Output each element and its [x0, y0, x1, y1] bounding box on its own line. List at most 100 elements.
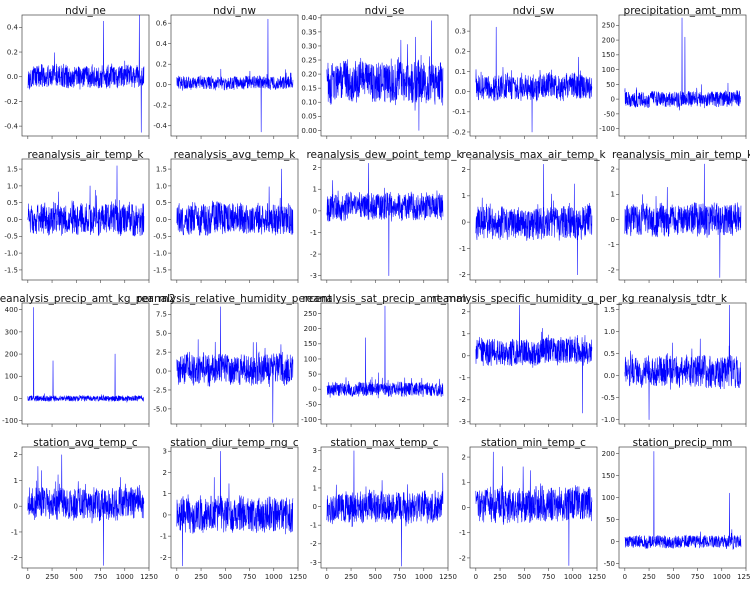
y-tick-label: 0 [14, 503, 18, 511]
y-tick-label: 5.0 [156, 330, 167, 338]
y-tick-label: 0.0 [156, 367, 167, 375]
y-tick-label: 0.2 [455, 48, 466, 56]
x-tick-label: 250 [344, 573, 357, 581]
y-tick-label: -1 [11, 528, 18, 536]
y-tick-label: 150 [304, 340, 317, 348]
y-tick-label: 200 [304, 325, 317, 333]
series-line [624, 163, 742, 278]
y-tick-label: 0 [313, 386, 317, 394]
y-tick-label: 1 [611, 191, 615, 199]
x-tick-label: 750 [94, 573, 107, 581]
y-tick-label: 100 [602, 66, 615, 74]
axes-frame [21, 302, 150, 425]
y-tick-label: -100 [599, 125, 615, 133]
series-line [326, 305, 444, 399]
subplot-title: reanalysis_min_air_temp_k [612, 149, 750, 161]
series-line [326, 450, 444, 567]
subplot-title: precipitation_amt_mm [624, 5, 742, 17]
series-line [176, 306, 294, 423]
x-tick-label: 250 [493, 573, 506, 581]
subplot-title: reanalysis_avg_temp_k [174, 149, 297, 161]
y-tick-label: 0 [462, 219, 466, 227]
y-tick-label: 1 [14, 477, 18, 485]
y-tick-label: 0 [462, 504, 466, 512]
x-tick-label: 0 [474, 573, 478, 581]
y-tick-label: -1.0 [153, 250, 167, 258]
y-tick-label: 0.15 [301, 85, 317, 93]
x-tick-label: 750 [691, 573, 704, 581]
axes-frame [618, 302, 747, 425]
series-line [176, 450, 294, 567]
y-tick-label: 1.5 [156, 165, 167, 173]
y-tick-label: 0.0 [156, 81, 167, 89]
x-tick-label: 1000 [265, 573, 283, 581]
y-tick-label: 0.2 [7, 48, 18, 56]
y-tick-label: -0.4 [4, 123, 18, 131]
y-tick-label: 100 [5, 373, 18, 381]
y-tick-label: -1.5 [4, 266, 18, 274]
subplot-title: reanalysis_air_temp_k [27, 149, 144, 161]
y-tick-label: 0.0 [604, 372, 615, 380]
subplot-title: reanalysis_sat_precip_amt_mm [303, 293, 467, 305]
y-tick-label: 2.5 [156, 349, 167, 357]
x-tick-label: 0 [175, 573, 179, 581]
x-tick-label: 500 [369, 573, 382, 581]
y-tick-label: 0 [14, 395, 18, 403]
x-tick-label: 750 [393, 573, 406, 581]
y-tick-label: 200 [602, 450, 615, 458]
x-tick-label: 250 [45, 573, 58, 581]
y-tick-label: 2 [313, 164, 317, 172]
subplot-title: station_max_temp_c [330, 437, 438, 449]
y-tick-label: -0.2 [452, 128, 466, 136]
y-tick-label: 1.0 [604, 328, 615, 336]
series-line [326, 20, 444, 131]
x-tick-label: 500 [219, 573, 232, 581]
series-line [27, 454, 145, 566]
y-tick-label: -100 [301, 416, 317, 424]
y-tick-label: 200 [5, 350, 18, 358]
axes-frame [618, 14, 747, 137]
y-tick-label: 0.35 [301, 28, 317, 36]
x-tick-label: 0 [26, 573, 30, 581]
y-tick-label: 1 [462, 330, 466, 338]
y-tick-label: 0 [611, 216, 615, 224]
series-line [475, 451, 593, 566]
y-tick-label: 0.00 [301, 127, 317, 135]
series-line [624, 17, 742, 111]
y-tick-label: 1.5 [7, 165, 18, 173]
x-tick-label: 1000 [415, 573, 433, 581]
y-tick-label: 3 [163, 448, 167, 456]
axes-frame [170, 446, 299, 569]
y-tick-label: -2 [11, 554, 18, 562]
y-tick-label: -2 [459, 396, 466, 404]
y-tick-label: -1 [310, 522, 317, 530]
subplot-title: ndvi_se [365, 5, 405, 17]
subplot-title: ndvi_sw [513, 5, 555, 17]
subplot-title: station_precip_mm [633, 437, 733, 449]
y-tick-label: 1 [462, 192, 466, 200]
y-tick-label: -3 [310, 272, 317, 280]
y-tick-label: 0.2 [156, 61, 167, 69]
y-tick-label: 1.0 [156, 182, 167, 190]
axes-frame [469, 14, 598, 137]
series-line [624, 304, 742, 420]
y-tick-label: -50 [604, 110, 615, 118]
y-tick-label: -2 [459, 271, 466, 279]
y-tick-label: 0 [462, 352, 466, 360]
x-tick-label: 1000 [564, 573, 582, 581]
y-tick-label: -1.0 [4, 250, 18, 258]
y-tick-label: 0 [611, 538, 615, 546]
subplot-title: station_avg_temp_c [33, 437, 138, 449]
x-tick-label: 1250 [588, 573, 606, 581]
